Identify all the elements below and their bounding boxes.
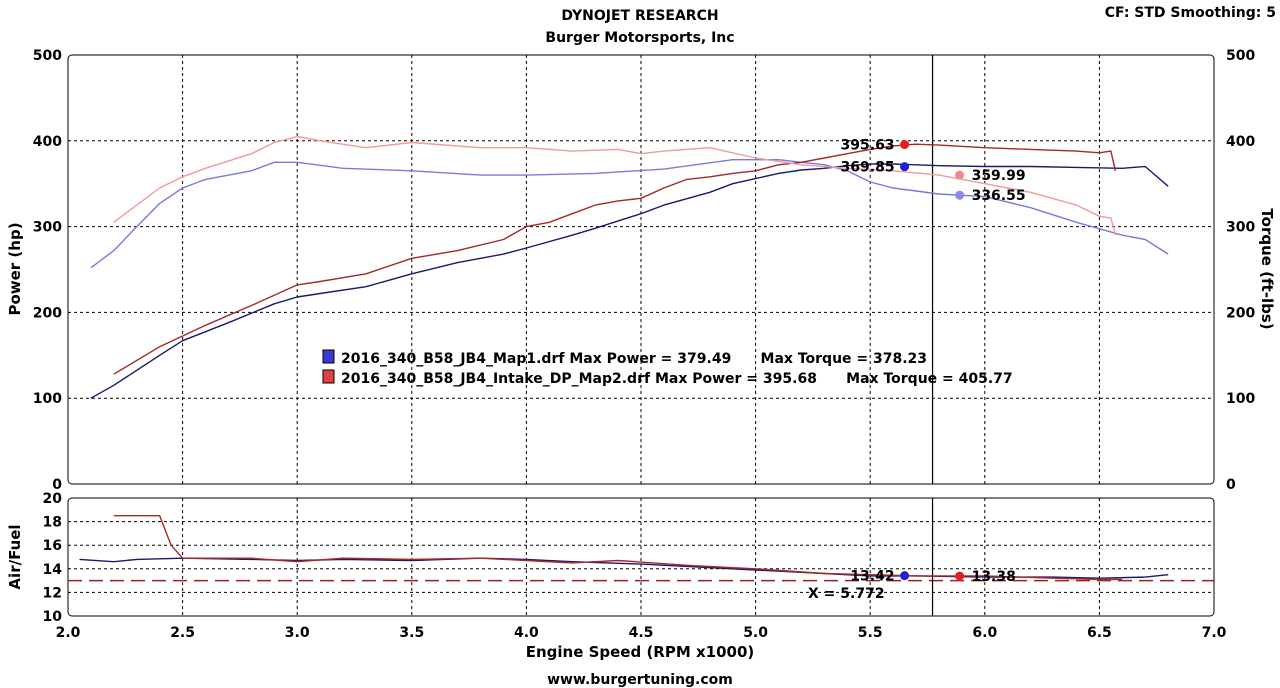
afr-marker-label: 13.42: [850, 569, 894, 585]
chart-subtitle: Burger Motorsports, Inc: [545, 30, 734, 46]
y-tick-label: 300: [33, 220, 62, 236]
x-tick-label: 5.0: [743, 625, 768, 641]
afr-marker-dot: [955, 571, 965, 581]
legend: 2016_340_B58_JB4_Map1.drf Max Power = 37…: [322, 349, 1013, 387]
legend-entry-map2: 2016_340_B58_JB4_Intake_DP_Map2.drf Max …: [341, 371, 1013, 387]
afr-tick-label: 20: [43, 491, 63, 507]
legend-swatch-map2: [322, 369, 335, 384]
x-axis-label: Engine Speed (RPM x1000): [526, 643, 755, 661]
afr-tick-label: 16: [43, 538, 62, 554]
main-plot-frame: [67, 54, 1215, 485]
x-tick-label: 6.0: [972, 625, 997, 641]
series-line-map1-torque: [90, 158, 1169, 269]
y2-tick-label: 200: [1226, 305, 1255, 321]
main-marker-dot: [900, 140, 910, 150]
afr-marker-label: 13.38: [972, 569, 1016, 585]
y2-tick-label: 0: [1226, 477, 1236, 493]
footer-url: www.burgertuning.com: [547, 672, 733, 688]
main-marker-label: 336.55: [972, 188, 1026, 204]
main-marker-dot: [900, 162, 910, 172]
series-line-map1-power: [90, 163, 1169, 399]
afr-tick-label: 12: [43, 585, 62, 601]
y-tick-label: 100: [33, 391, 62, 407]
series-lines: [79, 135, 1169, 581]
x-tick-label: 3.5: [399, 625, 424, 641]
main-marker-dot: [955, 190, 965, 200]
afr-marker-dot: [900, 571, 910, 581]
main-marker-label: 369.85: [841, 160, 895, 176]
x-tick-label: 4.5: [629, 625, 654, 641]
main-marker-dot: [955, 170, 965, 180]
data-markers: 395.63 369.85 359.99 336.55 13.42 13.38: [841, 138, 1026, 586]
y2-tick-label: 300: [1226, 220, 1255, 236]
y2-tick-label: 500: [1226, 48, 1255, 64]
x-tick-label: 2.0: [56, 625, 81, 641]
x-tick-label: 6.5: [1087, 625, 1112, 641]
x-tick-label: 5.5: [858, 625, 883, 641]
tick-labels: 2.0 2.5 3.0 3.5 4.0 4.5 5.0 5.5 6.0 6.5 7.0 0 0 100 10…: [33, 48, 1256, 641]
settings-label: CF: STD Smoothing: 5: [1105, 5, 1276, 21]
series-line-map2-torque: [113, 135, 1117, 236]
y-tick-label: 500: [33, 48, 62, 64]
y-axis-label: Power (hp): [6, 222, 24, 315]
y-tick-label: 0: [52, 477, 62, 493]
chart-title: DYNOJET RESEARCH: [561, 8, 718, 24]
x-tick-label: 3.0: [285, 625, 310, 641]
y-tick-label: 200: [33, 305, 62, 321]
afr-tick-label: 10: [43, 609, 63, 625]
y2-tick-label: 100: [1226, 391, 1255, 407]
y2-axis-label: Torque (ft-lbs): [1258, 208, 1276, 329]
y-tick-label: 400: [33, 134, 62, 150]
afr-tick-label: 14: [43, 562, 63, 578]
main-marker-label: 359.99: [972, 168, 1026, 184]
legend-entry-map1: 2016_340_B58_JB4_Map1.drf Max Power = 37…: [341, 351, 927, 367]
x-tick-label: 7.0: [1202, 625, 1227, 641]
cursor-label: X = 5.772: [808, 586, 885, 602]
legend-swatch-map1: [322, 349, 335, 364]
x-tick-label: 4.0: [514, 625, 539, 641]
afr-plot-frame: [67, 497, 1215, 617]
y2-tick-label: 400: [1226, 134, 1255, 150]
grid-lines: [68, 55, 1214, 616]
afr-axis-label: Air/Fuel: [6, 524, 24, 589]
series-line-map2-power: [113, 143, 1117, 375]
x-tick-label: 2.5: [170, 625, 195, 641]
afr-tick-label: 18: [43, 515, 62, 531]
main-marker-label: 395.63: [841, 138, 895, 154]
